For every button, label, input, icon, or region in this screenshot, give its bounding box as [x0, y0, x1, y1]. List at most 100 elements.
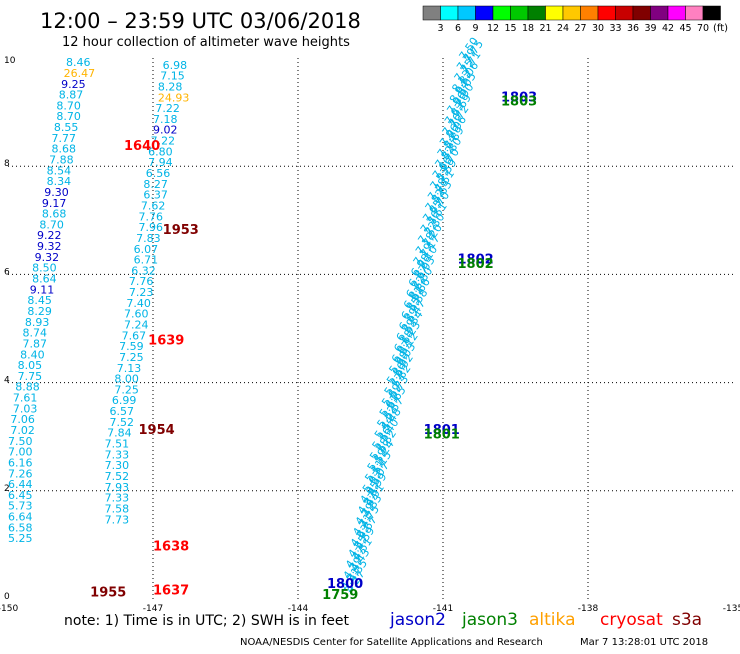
wave-height-value: 7.83	[136, 232, 161, 245]
scale-swatch	[527, 5, 546, 21]
y-tick-label: 8	[4, 159, 10, 169]
wave-height-value: 7.25	[119, 351, 143, 364]
scale-tick-label: 3	[437, 23, 443, 34]
time-label: 1955	[90, 585, 126, 600]
time-label: 1759	[322, 588, 358, 603]
scale-swatch	[545, 5, 564, 21]
wave-height-value: 6.16	[8, 456, 33, 469]
wave-height-value: 8.54	[47, 164, 72, 177]
wave-height-value: 7.84	[107, 427, 132, 440]
wave-height-value: 7.30	[105, 459, 129, 472]
wave-height-value: 7.51	[105, 438, 129, 451]
wave-height-value: 6.98	[163, 59, 188, 72]
wave-height-value: 7.75	[18, 370, 42, 383]
wave-height-value: 7.58	[105, 502, 129, 515]
wave-height-value: 7.76	[129, 275, 154, 288]
time-label: 1801	[424, 423, 460, 438]
wave-height-value: 7.60	[124, 308, 149, 321]
y-tick-label: 6	[4, 267, 10, 277]
scale-tick-label: 6	[455, 23, 461, 34]
wave-height-value: 8.70	[39, 218, 64, 231]
wave-height-value: 9.30	[44, 186, 69, 199]
legend-entry: altika	[529, 610, 576, 630]
footer-generated: Mar 7 13:28:01 UTC 2018	[580, 637, 708, 648]
scale-swatch	[562, 5, 581, 21]
wave-height-value: 7.73	[105, 513, 129, 526]
chart-subtitle: 12 hour collection of altimeter wave hei…	[62, 35, 350, 50]
wave-height-value: 7.59	[119, 340, 143, 353]
x-tick-label: -141	[433, 604, 453, 614]
wave-height-value: 8.74	[23, 327, 48, 340]
color-scale-bar: 3 6 9 12 15 18 21 24 27 30 33 36 39 42 45 70	[422, 5, 721, 34]
wave-height-value: 7.23	[129, 286, 154, 299]
legend-entry: s3a	[672, 610, 702, 630]
time-label: 1638	[153, 539, 189, 554]
wave-height-value: 6.99	[112, 394, 136, 407]
wave-height-value: 24.93	[158, 91, 190, 104]
x-axis-ticks: -150 -147 -144 -141 -138 -135	[0, 604, 740, 614]
wave-height-value: 7.88	[49, 153, 73, 166]
wave-height-value: 8.46	[66, 56, 91, 69]
wave-height-value: 6.80	[148, 145, 173, 158]
wave-height-value: 9.25	[61, 78, 86, 91]
scale-swatch	[580, 5, 599, 21]
time-label: 1802	[458, 253, 494, 268]
y-tick-label: 4	[4, 376, 10, 386]
scale-tick-label: 70	[697, 23, 709, 34]
wave-height-value: 8.28	[158, 80, 183, 93]
scale-tick-label: 24	[557, 23, 569, 34]
footer-credit: NOAA/NESDIS Center for Satellite Applica…	[240, 637, 543, 648]
time-label: 1802	[458, 257, 494, 272]
wave-height-value: 8.27	[143, 178, 168, 191]
wave-height-value: 7.18	[153, 113, 178, 126]
legend-entry: cryosat	[600, 610, 663, 630]
x-tick-label: -150	[0, 604, 18, 614]
wave-height-value: 7.61	[13, 392, 38, 405]
wave-height-value: 7.22	[155, 102, 180, 115]
wave-height-value: 8.93	[25, 316, 49, 329]
wave-height-value: 5.25	[8, 532, 33, 545]
wave-height-value: 7.62	[141, 199, 166, 212]
scale-swatch	[667, 5, 686, 21]
y-tick-label: 10	[4, 56, 16, 66]
wave-height-value: 7.06	[10, 413, 35, 426]
scale-swatch	[440, 5, 459, 21]
wave-height-labels: 8.4626.479.258.878.708.708.557.778.687.8…	[8, 35, 486, 595]
scale-swatch	[615, 5, 634, 21]
scale-tick-label: 12	[487, 23, 499, 34]
wave-height-value: 7.67	[122, 329, 147, 342]
scale-tick-label: 36	[627, 23, 639, 34]
x-tick-label: -147	[143, 604, 163, 614]
wave-height-value: 6.07	[134, 243, 159, 256]
wave-height-value: 8.64	[32, 273, 57, 286]
wave-height-value: 7.03	[13, 402, 38, 415]
wave-height-value: 7.93	[105, 481, 129, 494]
wave-height-value: 6.71	[134, 254, 159, 267]
wave-height-value: 6.32	[131, 264, 156, 277]
scale-swatch	[702, 5, 721, 21]
wave-height-value: 7.00	[8, 446, 33, 459]
wave-height-value: 7.94	[148, 156, 173, 169]
scale-unit: (ft)	[713, 23, 728, 34]
scale-tick-label: 27	[574, 23, 586, 34]
wave-height-value: 8.68	[42, 208, 66, 221]
scale-tick-label: 39	[644, 23, 656, 34]
wave-height-value: 7.13	[117, 362, 142, 375]
scale-tick-label: 15	[504, 23, 516, 34]
wave-height-value: 7.52	[105, 470, 129, 483]
wave-height-value: 7.24	[124, 319, 149, 332]
wave-height-value: 6.58	[8, 521, 33, 534]
wave-height-value: 6.56	[146, 167, 171, 180]
scale-tick-label: 45	[679, 23, 691, 34]
scale-tick-label: 9	[472, 23, 478, 34]
wave-height-value: 8.45	[27, 294, 52, 307]
scale-swatch	[422, 5, 441, 21]
time-label: 1639	[148, 334, 184, 349]
scale-swatch	[510, 5, 529, 21]
plot-grid	[8, 58, 733, 599]
legend-entry: jason2	[389, 610, 446, 630]
wave-height-value: 7.33	[105, 448, 129, 461]
